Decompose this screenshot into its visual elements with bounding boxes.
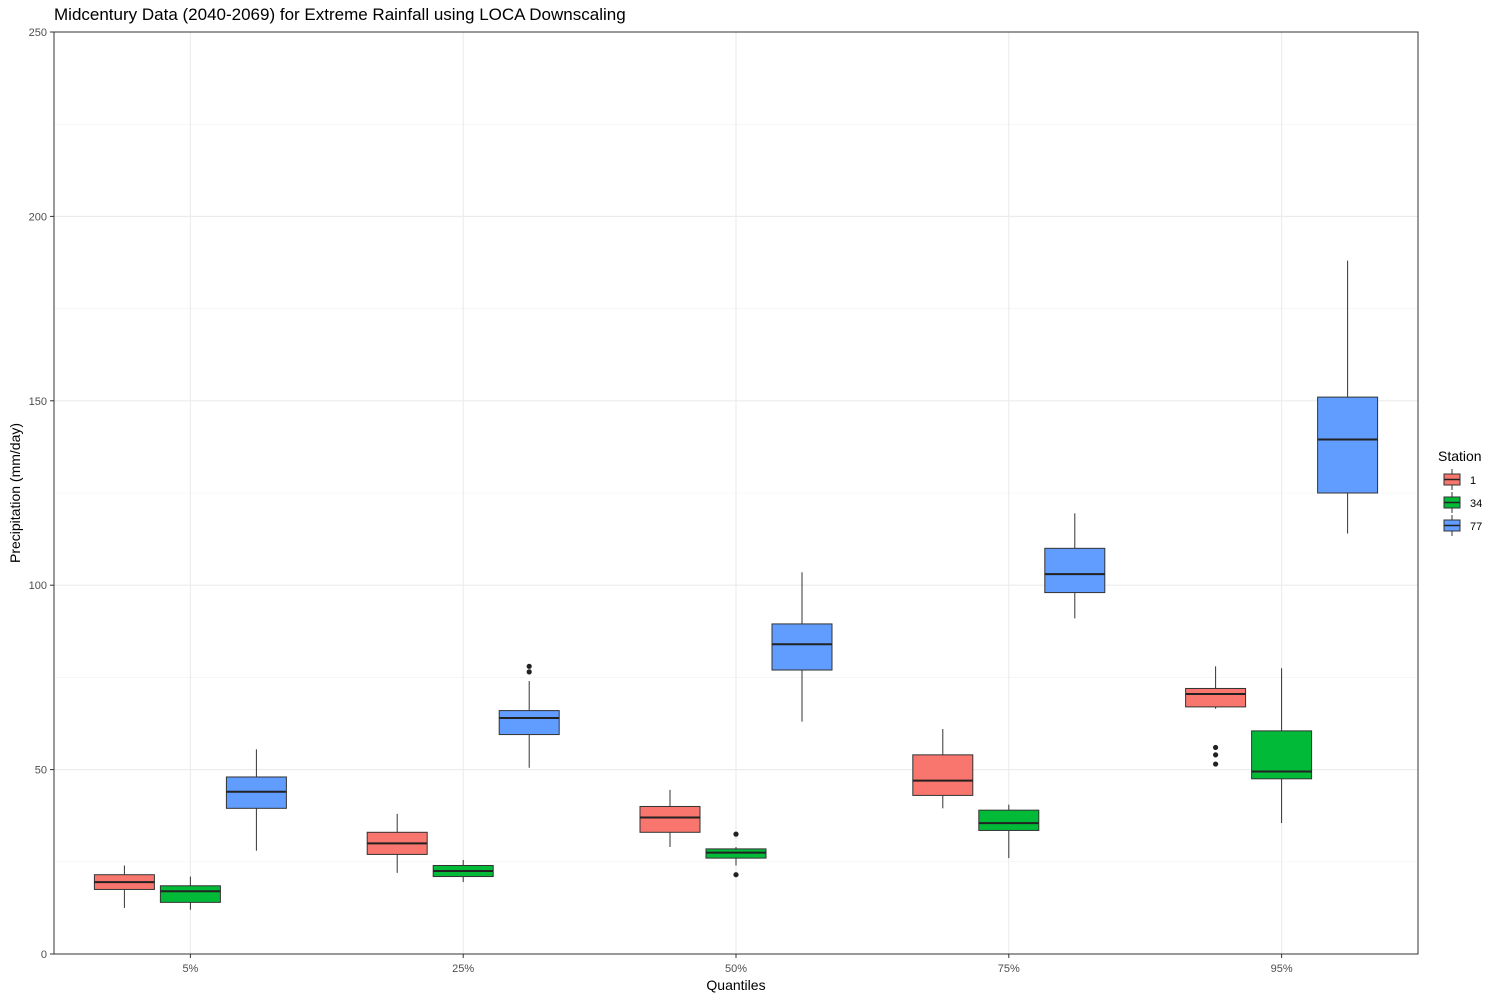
legend-label: 34 — [1470, 498, 1482, 510]
box-station-34-95% — [1251, 668, 1313, 824]
box-station-34-5% — [159, 876, 221, 910]
box-station-34-25% — [432, 859, 494, 883]
box-iqr — [1044, 547, 1106, 594]
legend-label: 1 — [1470, 475, 1476, 487]
box-station-1-25% — [366, 813, 428, 873]
box-station-77-75% — [1044, 513, 1106, 619]
outlier-point — [733, 872, 739, 878]
box-station-77-95% — [1317, 260, 1379, 534]
x-tick-label: 95% — [1271, 963, 1293, 975]
box-station-77-50% — [771, 572, 833, 722]
box-iqr — [1317, 396, 1379, 494]
box-station-77-25% — [498, 663, 560, 768]
box-iqr — [159, 885, 221, 903]
x-tick-label: 5% — [182, 963, 198, 975]
y-axis-title: Precipitation (mm/day) — [7, 423, 23, 563]
box-iqr — [771, 623, 833, 671]
y-tick-label: 200 — [29, 211, 47, 223]
box-iqr — [978, 809, 1040, 831]
y-tick-label: 250 — [29, 27, 47, 39]
y-tick-label: 0 — [41, 949, 47, 961]
legend: Station 1 34 77 — [1438, 448, 1482, 536]
box-station-1-50% — [639, 789, 701, 848]
y-tick-label: 50 — [35, 765, 47, 777]
axis-layer: 0 50 100 150 200 250 5% 25% 50% 75% 95% — [29, 27, 1293, 975]
box-station-77-5% — [225, 749, 287, 851]
box-station-1-5% — [93, 865, 155, 908]
outlier-point — [1213, 761, 1219, 767]
x-tick-label: 25% — [452, 963, 474, 975]
box-layer — [93, 260, 1379, 910]
legend-title: Station — [1438, 448, 1482, 464]
outlier-point — [526, 663, 532, 669]
box-station-1-75% — [912, 729, 974, 809]
grid-layer — [54, 31, 1418, 955]
outlier-point — [526, 669, 532, 675]
x-tick-label: 75% — [998, 963, 1020, 975]
y-tick-label: 100 — [29, 580, 47, 592]
box-station-1-95% — [1185, 666, 1247, 767]
y-tick-label: 150 — [29, 396, 47, 408]
outlier-point — [1213, 744, 1219, 751]
box-iqr — [1185, 687, 1247, 708]
box-iqr — [498, 710, 560, 736]
box-station-34-50% — [705, 831, 767, 878]
legend-label: 77 — [1470, 521, 1482, 533]
outlier-point — [1213, 752, 1219, 758]
legend-key-77: 77 — [1443, 515, 1482, 536]
x-axis-title: Quantiles — [706, 977, 765, 993]
box-iqr — [639, 805, 701, 833]
x-tick-label: 50% — [725, 963, 747, 975]
box-iqr — [912, 754, 974, 796]
outlier-point — [733, 831, 739, 837]
chart-title: Midcentury Data (2040-2069) for Extreme … — [54, 5, 626, 24]
legend-key-34: 34 — [1443, 492, 1482, 513]
legend-key-1: 1 — [1443, 469, 1476, 490]
box-station-34-75% — [978, 804, 1040, 859]
